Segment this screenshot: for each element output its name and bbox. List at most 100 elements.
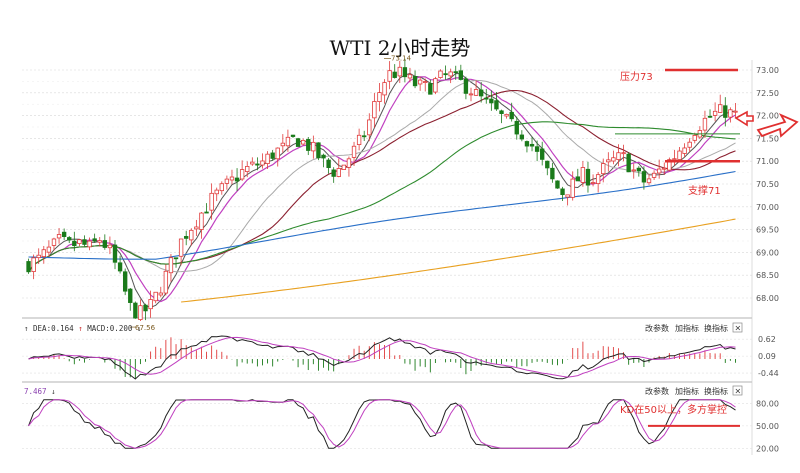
candle-body — [36, 254, 41, 259]
candle-body — [585, 168, 591, 186]
candle-body — [692, 135, 697, 141]
y-tick-label: 68.00 — [756, 294, 779, 303]
candle-body — [458, 70, 464, 80]
candle-body — [443, 73, 448, 76]
candle-body — [219, 183, 224, 192]
candle-body — [163, 270, 169, 294]
candle-body — [514, 120, 519, 135]
y-tick-label: 72.50 — [756, 89, 779, 98]
candle-body — [387, 70, 392, 82]
candle-body — [112, 244, 118, 263]
candle-body — [499, 110, 504, 115]
macd-close-glyph[interactable]: × — [735, 324, 742, 333]
macd-up-arrow: ↑ — [24, 324, 33, 333]
kd-value-label: 7.467 — [24, 387, 47, 396]
macd-y-tick-top: 0.62 — [758, 335, 776, 344]
kd-y-tick-top: 80.00 — [756, 399, 779, 408]
candle-body — [61, 231, 67, 237]
kd-add-indicator-button[interactable]: 加指标 — [675, 386, 699, 396]
candle-body — [31, 257, 36, 273]
macd-switch-indicator-button[interactable]: 换指标 — [704, 323, 728, 333]
y-tick-label: 69.00 — [756, 248, 779, 257]
y-tick-label: 71.00 — [756, 157, 779, 166]
candle-body — [428, 83, 433, 95]
candle-body — [153, 291, 158, 302]
candle-body — [484, 97, 489, 100]
candle-body — [377, 92, 382, 102]
y-tick-label: 69.50 — [756, 226, 779, 235]
candle-body — [555, 180, 560, 189]
kd-down-arrow: ↓ — [47, 387, 56, 396]
macd-y-tick-mid: 0.09 — [758, 352, 776, 361]
candle-body — [316, 142, 321, 159]
candle-body — [478, 89, 484, 97]
candle-body — [540, 148, 545, 160]
ma60-line — [28, 121, 736, 273]
candle-body — [412, 76, 418, 87]
macd-label: MACD:0.200 — [87, 324, 133, 333]
candle-body — [92, 238, 97, 242]
candle-body — [209, 192, 214, 211]
candle-body — [702, 117, 708, 131]
candle-body — [102, 240, 108, 248]
candle-body — [672, 158, 677, 161]
candle-body — [438, 70, 443, 78]
candle-body — [367, 119, 372, 136]
candle-body — [67, 237, 72, 241]
kd-y-tick-bottom: 20.00 — [756, 444, 779, 453]
arrow-right-icon — [756, 113, 799, 138]
candle-body — [687, 141, 692, 148]
svg-text:↑ DEA:0.164 ↑ MACD:0.200: ↑ DEA:0.164 ↑ MACD:0.200 ↓ — [24, 324, 141, 333]
candle-body — [524, 141, 530, 147]
candle-body — [651, 172, 657, 178]
arrow-small-icon — [734, 110, 754, 127]
candle-body — [194, 226, 199, 230]
macd-close-icon[interactable] — [732, 322, 743, 333]
macd-y-tick-bottom: -0.44 — [758, 369, 779, 378]
candle-body — [677, 150, 682, 160]
y-tick-label: 73.00 — [756, 66, 779, 75]
candle-body — [270, 152, 275, 159]
candle-body — [41, 249, 46, 258]
candle-body — [473, 89, 479, 96]
candle-body — [234, 177, 240, 182]
candle-body — [575, 176, 580, 182]
candle-body — [356, 134, 362, 145]
macd-add-indicator-button[interactable]: 加指标 — [675, 323, 699, 333]
kd-note-label: KD在50以上，多方掌控 — [620, 403, 727, 416]
y-tick-label: 72.00 — [756, 112, 779, 121]
candle-body — [565, 194, 570, 198]
dea-label: DEA:0.164 — [33, 324, 74, 333]
candle-body — [199, 212, 204, 230]
kd-d-line — [28, 399, 736, 449]
kd-switch-indicator-button[interactable]: 换指标 — [704, 386, 728, 396]
macd-change-params-button[interactable]: 改参数 — [645, 323, 669, 333]
candle-body — [158, 292, 163, 296]
candle-body — [290, 134, 296, 137]
candle-body — [311, 141, 316, 152]
candle-body — [718, 104, 723, 113]
candle-body — [341, 164, 347, 170]
candle-body — [382, 82, 387, 96]
support-label: 支撑71 — [688, 184, 721, 197]
candle-body — [224, 178, 230, 184]
candle-body — [733, 110, 738, 113]
kd-close-glyph[interactable]: × — [735, 387, 742, 396]
ma30-line — [28, 89, 736, 273]
candle-body — [133, 302, 138, 319]
kd-change-params-button[interactable]: 改参数 — [645, 386, 669, 396]
candle-body — [148, 299, 153, 310]
candle-body — [611, 157, 616, 162]
candle-body — [275, 147, 280, 160]
candle-body — [595, 174, 601, 185]
candle-body — [285, 136, 291, 147]
candle-body — [138, 305, 143, 321]
y-tick-label: 70.00 — [756, 203, 779, 212]
candle-body — [260, 160, 265, 166]
candle-body — [570, 178, 575, 198]
candle-body — [601, 163, 606, 175]
candle-body — [77, 239, 82, 244]
kd-close-icon[interactable] — [732, 385, 743, 396]
ma5-line — [28, 72, 736, 308]
candle-body — [448, 71, 453, 77]
